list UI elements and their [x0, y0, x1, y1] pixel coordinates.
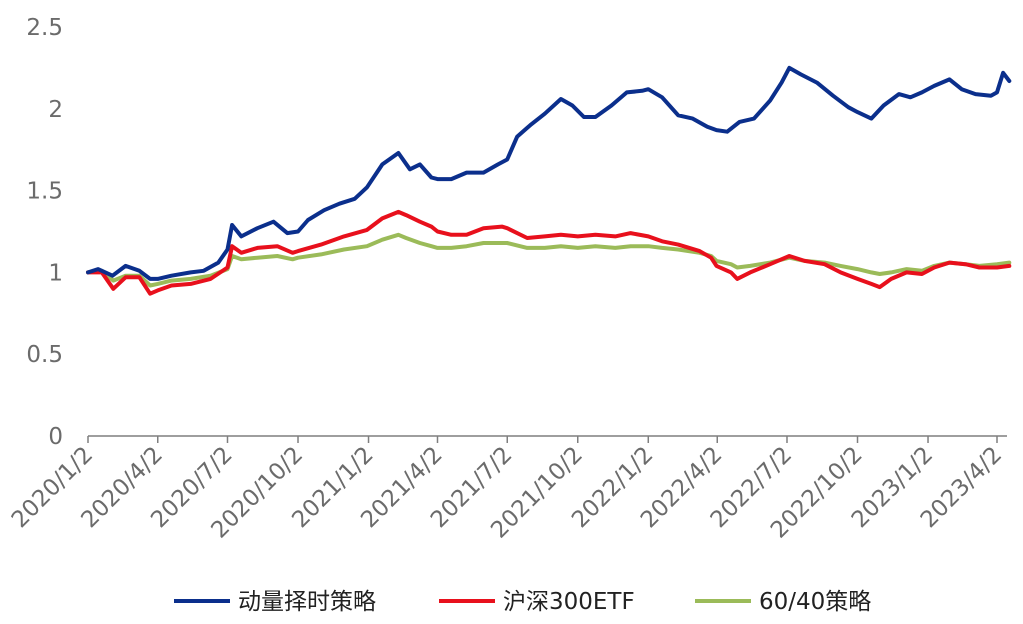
x-axis: 2020/1/22020/4/22020/7/22020/10/22021/1/… — [7, 435, 1007, 544]
y-tick-label: 0.5 — [26, 342, 63, 368]
legend: 动量择时策略 沪深300ETF 60/40策略 — [174, 589, 871, 615]
series-line-0 — [86, 65, 1012, 281]
series-line-1 — [86, 209, 1012, 296]
series-lines — [86, 65, 1012, 296]
y-tick-label: 2 — [48, 97, 63, 123]
series-line-2 — [86, 232, 1012, 288]
y-tick-label: 2.5 — [26, 15, 63, 41]
y-tick-label: 0 — [48, 424, 63, 450]
legend-label: 60/40策略 — [759, 589, 871, 615]
legend-label: 动量择时策略 — [238, 589, 376, 615]
y-tick-label: 1 — [48, 260, 63, 286]
legend-label: 沪深300ETF — [503, 589, 635, 615]
y-axis: 0 0.5 1 1.5 2 2.5 — [26, 15, 63, 450]
y-tick-label: 1.5 — [26, 179, 63, 205]
